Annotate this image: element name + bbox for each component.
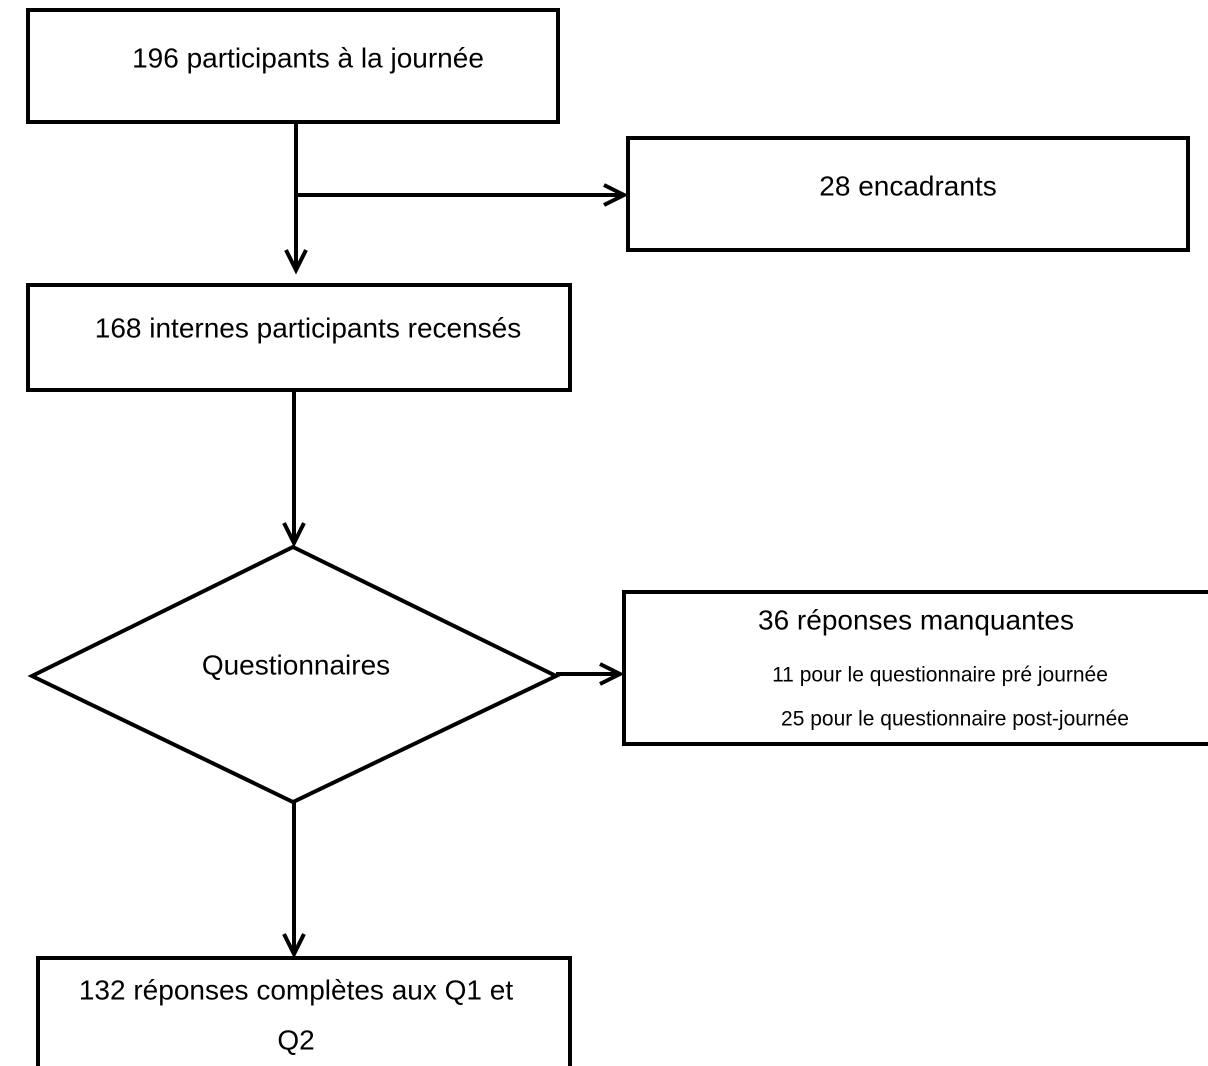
- node-label: Q2: [277, 1024, 314, 1055]
- node-label: 28 encadrants: [819, 170, 996, 201]
- node-detail: 25 pour le questionnaire post-journée: [781, 708, 1129, 731]
- node-label: 36 réponses manquantes: [758, 604, 1074, 635]
- node-label: Questionnaires: [202, 649, 390, 680]
- box: [26, 8, 560, 124]
- box: [626, 136, 1190, 252]
- node-label: 168 internes participants recensés: [95, 312, 521, 343]
- node-label: 196 participants à la journée: [132, 42, 484, 73]
- node-label: 132 réponses complètes aux Q1 et: [79, 974, 513, 1005]
- box: [36, 956, 572, 1066]
- arrowhead: [284, 249, 308, 275]
- arrowhead: [603, 183, 629, 207]
- arrowhead: [282, 522, 306, 548]
- arrowhead: [282, 933, 306, 959]
- box: [622, 590, 1208, 746]
- arrowhead: [599, 662, 625, 686]
- box: [26, 283, 572, 392]
- node-detail: 11 pour le questionnaire pré journée: [772, 664, 1108, 687]
- decision-diamond: [27, 544, 561, 805]
